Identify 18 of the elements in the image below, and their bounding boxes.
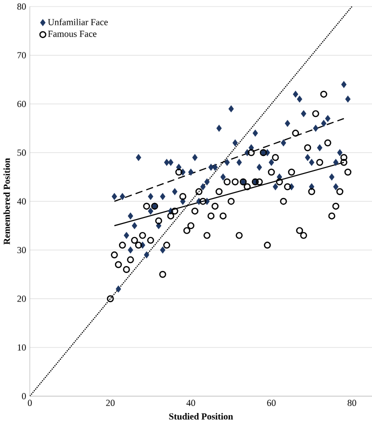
y-tick-label: 30	[17, 246, 26, 254]
x-tick-label: 40	[186, 400, 196, 406]
legend-label: Unfamiliar Face	[48, 18, 108, 26]
x-tick-label: 80	[348, 400, 356, 406]
x-tick-label: 60	[267, 400, 276, 406]
y-tick-label: 10	[18, 344, 26, 351]
x-tick-label: 20	[106, 400, 114, 406]
y-tick-label: 80	[17, 3, 26, 10]
y-tick-label: 40	[17, 198, 26, 204]
x-axis-title: Studied Position	[169, 413, 233, 420]
x-tick-label: 0	[28, 400, 32, 406]
legend-label: Famous Face	[48, 30, 96, 37]
y-tick-label: 70	[17, 52, 26, 58]
y-axis-title: Remembered Position	[3, 158, 10, 245]
y-tick-label: 50	[17, 150, 26, 156]
y-tick-label: 0	[22, 393, 26, 400]
y-tick-label: 60	[17, 100, 26, 108]
y-tick-label: 20	[17, 296, 26, 302]
